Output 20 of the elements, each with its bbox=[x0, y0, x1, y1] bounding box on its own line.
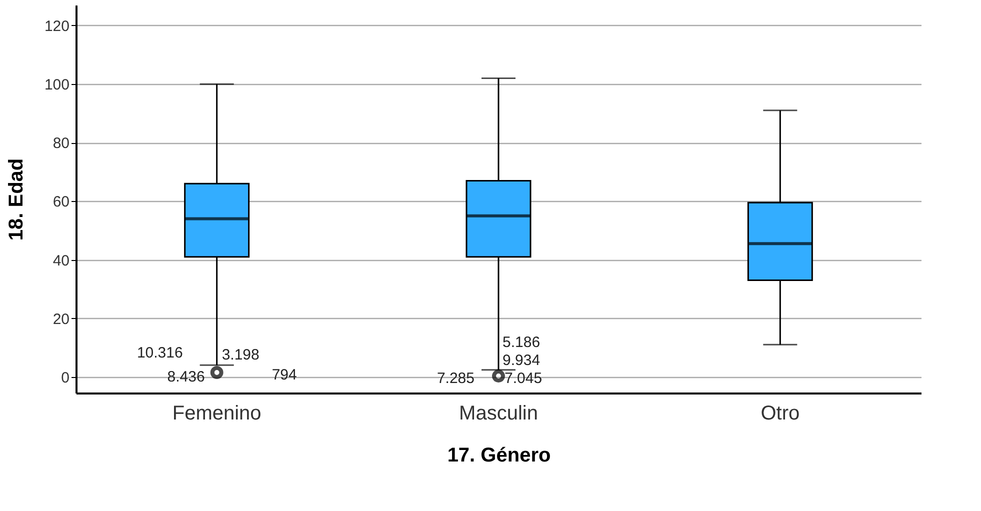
y-tick-label: 0 bbox=[61, 369, 70, 386]
y-tick-label: 80 bbox=[52, 135, 70, 152]
y-tick-label: 120 bbox=[44, 18, 70, 35]
annotation: 7.285 bbox=[436, 370, 474, 388]
x-tick-label: Otro bbox=[760, 402, 800, 424]
x-tick-label: Femenino bbox=[172, 402, 262, 424]
y-tick-label: 40 bbox=[52, 252, 70, 270]
annotation: 5.186 bbox=[502, 334, 540, 352]
x-tick-label: Masculin bbox=[459, 402, 538, 424]
x-axis-title: 17. Género bbox=[447, 444, 551, 466]
annotation: 794 bbox=[272, 366, 297, 384]
annotation: 7.045 bbox=[504, 370, 542, 388]
y-axis-title: 18. Edad bbox=[5, 158, 28, 241]
y-tick-label: 60 bbox=[52, 194, 70, 211]
annotation: 8.436 bbox=[167, 368, 205, 386]
y-tick-label: 100 bbox=[44, 76, 70, 94]
annotation: 3.198 bbox=[222, 346, 260, 364]
annotation: 10.316 bbox=[136, 344, 183, 362]
annotation: 9.934 bbox=[502, 352, 540, 370]
y-tick-label: 20 bbox=[52, 310, 70, 328]
